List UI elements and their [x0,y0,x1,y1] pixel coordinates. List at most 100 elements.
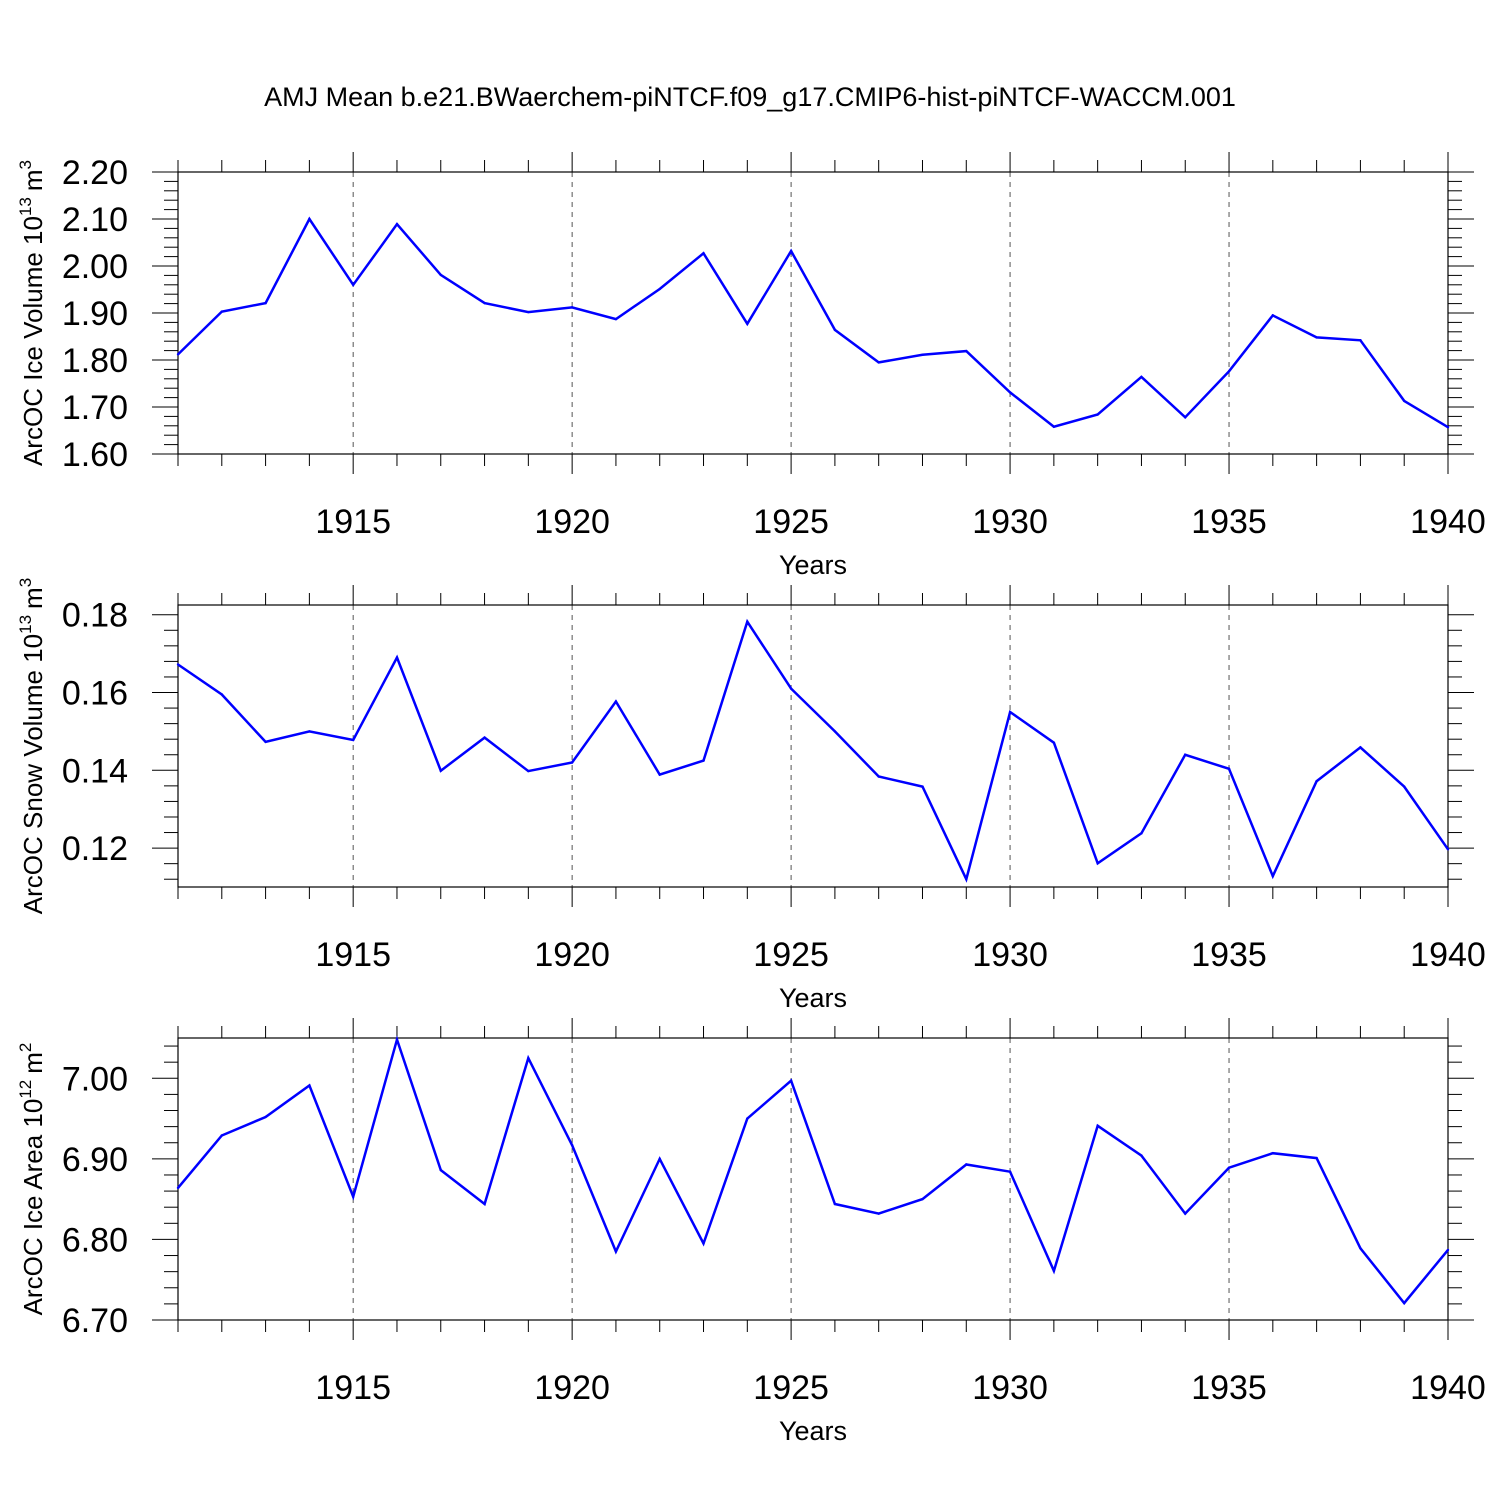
data-point [308,1084,311,1087]
data-point [1052,741,1056,744]
y-axis-label-unit-exponent: 2 [16,1043,35,1052]
data-point [833,1202,837,1206]
data-point [395,222,399,226]
x-tick-label: 1915 [315,936,391,974]
data-point [1052,1269,1056,1273]
data-point [833,730,837,733]
y-tick-label: 1.80 [62,342,128,380]
data-point [220,1134,223,1137]
data-point [1140,832,1143,835]
series-line [177,618,1450,883]
data-point [746,322,749,326]
data-point [1227,1166,1231,1169]
data-point [1184,753,1187,756]
data-point [1184,1212,1187,1215]
data-point [1359,339,1362,342]
data-point [395,656,399,659]
x-tick-label: 1940 [1410,1369,1486,1407]
x-tick-label: 1925 [753,503,829,541]
data-point [527,310,530,314]
y-axis-label-text: ArcOC Ice Volume 10 [18,216,48,466]
y-tick-label: 6.70 [62,1302,128,1340]
y-axis-label-unit-exponent: 3 [16,160,35,169]
data-point [614,700,618,703]
y-tick-label: 0.14 [62,752,128,790]
x-tick-label: 1915 [315,1369,391,1407]
data-point [965,878,968,881]
y-tick-label: 2.00 [62,248,128,286]
y-tick-label: 0.12 [62,830,128,868]
data-point [351,1195,355,1198]
y-axis-label-text: ArcOC Snow Volume 10 [18,634,48,914]
data-point [570,1143,574,1147]
data-point [921,1197,924,1201]
data-point [1008,710,1012,714]
chart-title: AMJ Mean b.e21.BWaerchem-piNTCF.f09_g17.… [264,82,1236,112]
data-point [527,769,530,773]
x-tick-label: 1915 [315,503,391,541]
data-point [1359,746,1362,749]
data-point [965,1163,968,1166]
y-axis-label-exponent: 13 [16,615,35,634]
data-point [483,736,486,739]
data-point [702,1242,705,1245]
x-axis-label: Years [779,983,847,1013]
data-point [220,693,223,696]
y-tick-label: 2.20 [62,154,128,192]
plot-frame [177,604,1449,888]
data-point [1140,375,1143,379]
data-point [527,1056,530,1060]
y-axis-label-unit: m [18,169,48,191]
y-axis-label-unit-exponent: 3 [16,578,35,587]
data-point [1403,399,1406,403]
data-point [439,273,442,277]
data-point [1446,848,1450,851]
data-point [176,353,180,356]
y-axis-label-unit: m [18,587,48,609]
data-point [658,287,661,291]
data-point [1359,1247,1362,1250]
y-axis-label: ArcOC Ice Area 1012 m2 [16,1043,48,1316]
y-tick-label: 6.90 [62,1141,128,1179]
data-point [614,1250,618,1253]
data-point [351,738,355,742]
data-point [176,663,180,666]
data-point [614,317,618,321]
y-tick-label: 1.60 [62,436,128,474]
data-point [746,620,749,623]
y-tick-label: 1.90 [62,295,128,333]
y-axis-label-exponent: 12 [16,1080,35,1099]
plot-frame [177,1037,1449,1321]
data-point [789,687,793,690]
data-point [789,249,793,253]
data-point [439,1168,442,1172]
data-point [1271,874,1275,878]
data-point [1403,1301,1406,1305]
data-point [264,740,267,744]
data-point [658,1157,661,1161]
data-point [965,349,968,353]
panel-3: 6.70 6.80 6.90 7.00 1915 1920 1925 1930 1935 1940… [16,1018,1486,1446]
data-point [833,328,837,332]
data-point [702,252,705,255]
data-point [1271,1152,1275,1155]
x-tick-label: 1920 [534,503,610,541]
data-point [1008,1170,1012,1173]
data-point [483,301,486,305]
data-point [1446,426,1450,429]
data-point [921,785,924,788]
y-tick-label: 2.10 [62,201,128,239]
x-tick-label: 1920 [534,1369,610,1407]
x-axis-label: Years [779,550,847,580]
data-point [570,761,574,764]
data-point [1184,416,1187,419]
data-point [1227,370,1231,373]
data-point [1315,780,1318,783]
y-axis-label: ArcOC Snow Volume 1013 m3 [16,578,48,914]
x-tick-label: 1930 [972,936,1048,974]
data-point [702,759,705,762]
data-point [921,353,924,357]
plot-frame [177,171,1449,455]
x-tick-label: 1930 [972,503,1048,541]
